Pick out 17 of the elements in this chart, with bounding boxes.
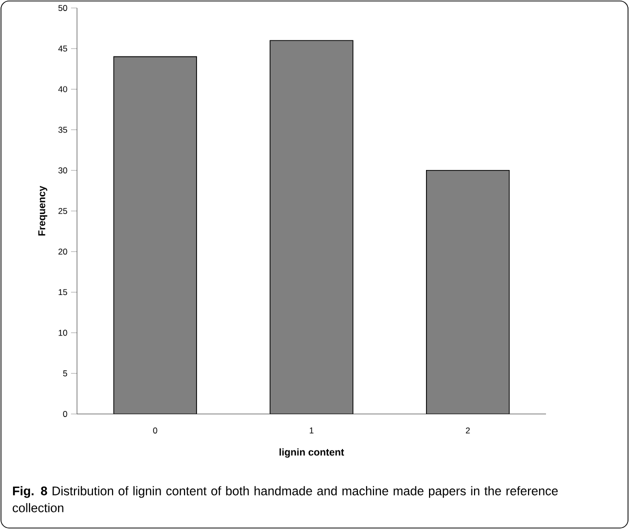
x-tick-label: 0 <box>153 428 158 434</box>
y-tick-label: 15 <box>58 289 68 296</box>
x-tick-label: 2 <box>466 428 470 434</box>
y-tick-label: 20 <box>58 248 68 255</box>
y-tick-label: 25 <box>58 208 68 214</box>
y-tick-label: 45 <box>58 46 68 52</box>
y-tick-label: 35 <box>58 126 68 133</box>
y-tick-label: 50 <box>58 5 68 11</box>
y-axis-title: Frequency <box>38 186 48 236</box>
text: Fig. 8 Distribution of lignin content of both handmade and machine made papers in the reference collection <box>12 486 558 512</box>
y-tick-label: 10 <box>58 330 68 336</box>
y-tick-label: 30 <box>58 167 68 174</box>
x-tick-label: 1 <box>310 428 314 434</box>
y-tick-label: 40 <box>58 86 68 92</box>
y-tick-label: 5 <box>63 370 68 376</box>
x-axis-title: lignin content <box>280 448 344 458</box>
y-tick-label: 0 <box>63 410 68 417</box>
